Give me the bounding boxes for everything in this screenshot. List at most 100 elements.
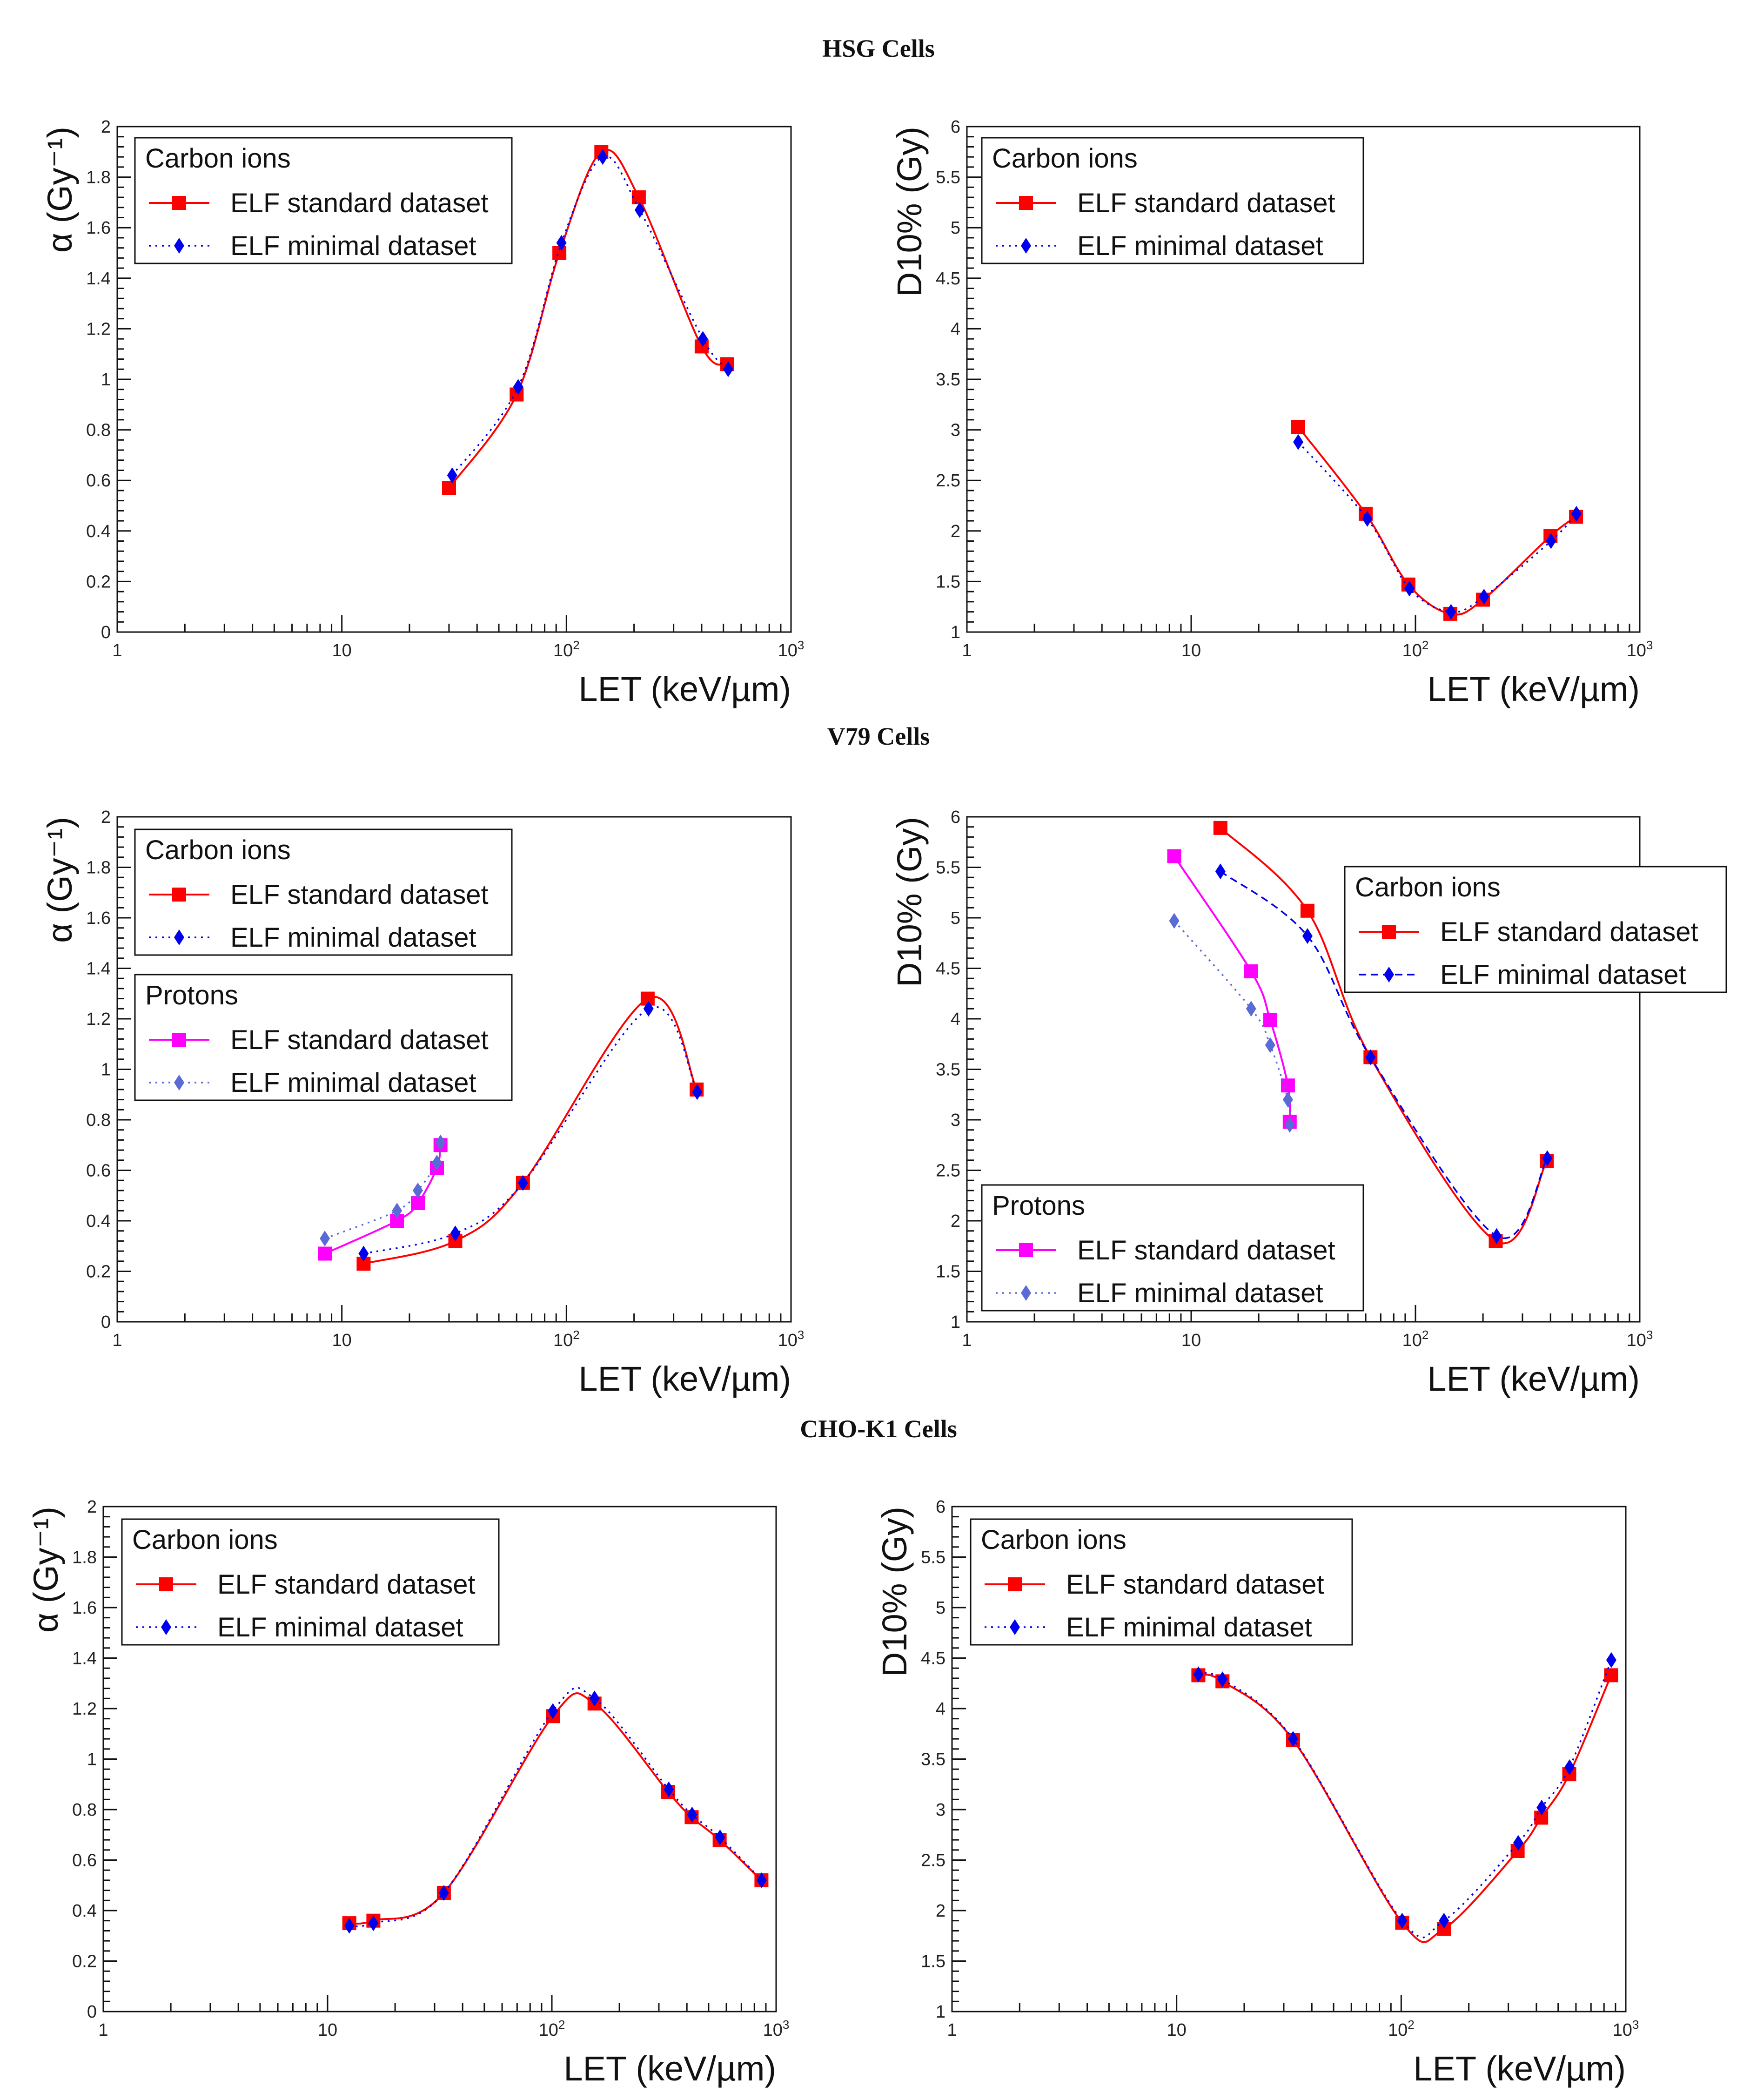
- y-tick-label: 0.4: [72, 1901, 97, 1921]
- data-point-diamond: [1302, 928, 1313, 944]
- y-tick-label: 4: [951, 319, 960, 339]
- y-tick-label: 2.5: [921, 1851, 946, 1871]
- legend-box: [134, 828, 513, 956]
- section-title-hsg: HSG Cells: [822, 34, 935, 62]
- series-line: [363, 1006, 698, 1255]
- y-tick-label: 0.6: [86, 1161, 111, 1181]
- legend-marker: [174, 238, 184, 254]
- legend-box: [134, 974, 513, 1101]
- section-title-cho: CHO-K1 Cells: [800, 1415, 957, 1443]
- data-point-diamond: [1536, 1799, 1547, 1816]
- y-tick-label: 1.2: [72, 1699, 97, 1719]
- y-tick-label: 0: [101, 623, 111, 642]
- data-point-diamond: [1193, 1666, 1204, 1683]
- y-tick-label: 1.4: [86, 959, 111, 979]
- data-point-square: [1263, 1013, 1277, 1027]
- series-line: [1198, 1674, 1612, 1943]
- legend-label: ELF standard dataset: [1066, 1569, 1324, 1600]
- data-point-diamond: [368, 1915, 379, 1932]
- x-tick-label: 1: [112, 1331, 122, 1350]
- y-axis-title: α (Gy⁻¹): [27, 1507, 65, 1633]
- y-tick-label: 5.5: [936, 858, 960, 878]
- data-point-square: [1291, 420, 1305, 434]
- y-tick-label: 5: [951, 218, 960, 238]
- data-point-diamond: [1546, 533, 1556, 549]
- legend-box: [121, 1518, 500, 1646]
- legend-title: Protons: [992, 1191, 1085, 1221]
- y-tick-label: 2: [951, 522, 960, 541]
- data-point-diamond: [1446, 604, 1456, 620]
- series-line: [451, 155, 729, 476]
- data-point-diamond: [1293, 434, 1303, 450]
- legend-title: Protons: [145, 980, 238, 1010]
- legend-title: Carbon ions: [981, 1525, 1127, 1555]
- series-line: [349, 1687, 763, 1927]
- data-point-diamond: [715, 1829, 725, 1845]
- y-tick-label: 3.5: [936, 1060, 960, 1080]
- x-tick-label: 10: [332, 641, 352, 660]
- y-tick-label: 1.2: [86, 319, 111, 339]
- legend-box: [970, 1518, 1353, 1646]
- y-tick-label: 1.5: [921, 1952, 946, 1972]
- data-point-diamond: [392, 1203, 402, 1219]
- legend-marker: [159, 1577, 173, 1591]
- y-axis-title: D10% (Gy): [890, 127, 929, 297]
- data-point-diamond: [1169, 913, 1180, 929]
- y-tick-label: 1: [101, 1060, 111, 1080]
- data-point-diamond: [1404, 580, 1415, 597]
- legend-label: ELF standard dataset: [217, 1569, 476, 1600]
- data-point-diamond: [1491, 1228, 1502, 1244]
- data-point-diamond: [1284, 1117, 1295, 1133]
- x-tick-label: 10: [332, 1331, 352, 1350]
- data-point-square: [1167, 849, 1181, 863]
- y-tick-label: 1: [87, 1750, 97, 1770]
- legend-marker: [1384, 967, 1394, 983]
- y-tick-label: 2: [87, 1497, 97, 1517]
- x-axis-title: LET (keV/µm): [563, 2049, 776, 2088]
- legend-title: Carbon ions: [132, 1525, 278, 1555]
- y-tick-label: 5.5: [936, 168, 960, 188]
- y-tick-label: 4.5: [921, 1649, 946, 1669]
- data-point-diamond: [435, 1134, 446, 1151]
- data-point-diamond: [450, 1225, 461, 1242]
- data-point-diamond: [1265, 1037, 1275, 1053]
- legend-label: ELF minimal dataset: [1077, 1278, 1323, 1308]
- data-point-diamond: [1246, 1001, 1256, 1017]
- data-point-diamond: [756, 1872, 767, 1888]
- y-tick-label: 1.6: [72, 1598, 97, 1618]
- legend-label: ELF minimal dataset: [230, 1068, 476, 1098]
- y-tick-label: 1.5: [936, 1262, 960, 1282]
- x-axis-title: LET (keV/µm): [1413, 2049, 1626, 2088]
- y-tick-label: 2: [936, 1901, 946, 1921]
- data-point-diamond: [413, 1182, 423, 1198]
- y-tick-label: 4: [951, 1010, 960, 1029]
- data-point-square: [1213, 821, 1227, 835]
- x-tick-label: 1: [962, 641, 972, 660]
- y-tick-label: 0: [87, 2002, 97, 2022]
- data-point-diamond: [1365, 1049, 1376, 1065]
- y-tick-label: 0.2: [72, 1952, 97, 1972]
- y-tick-label: 2: [951, 1212, 960, 1231]
- data-point-diamond: [556, 235, 567, 251]
- legend-marker: [172, 1033, 186, 1047]
- data-point-diamond: [692, 1084, 703, 1100]
- y-tick-label: 3.5: [936, 370, 960, 390]
- legend-marker: [1021, 1285, 1031, 1301]
- x-axis-title: LET (keV/µm): [1427, 670, 1640, 708]
- legend-marker: [1019, 1243, 1033, 1257]
- x-tick-label: 103: [778, 1328, 805, 1350]
- y-tick-label: 1.2: [86, 1010, 111, 1029]
- legend-label: ELF minimal dataset: [1077, 231, 1323, 261]
- y-axis-title: D10% (Gy): [890, 817, 929, 987]
- data-point-diamond: [664, 1781, 674, 1797]
- y-tick-label: 1.8: [86, 858, 111, 878]
- y-tick-label: 1.5: [936, 572, 960, 592]
- x-tick-label: 10: [318, 2020, 337, 2040]
- legend-marker: [1021, 238, 1031, 254]
- legend-label: ELF minimal dataset: [230, 922, 476, 953]
- data-point-square: [1300, 903, 1314, 918]
- x-tick-label: 103: [1613, 2018, 1639, 2040]
- x-tick-label: 103: [1627, 638, 1653, 660]
- data-point-diamond: [344, 1918, 355, 1934]
